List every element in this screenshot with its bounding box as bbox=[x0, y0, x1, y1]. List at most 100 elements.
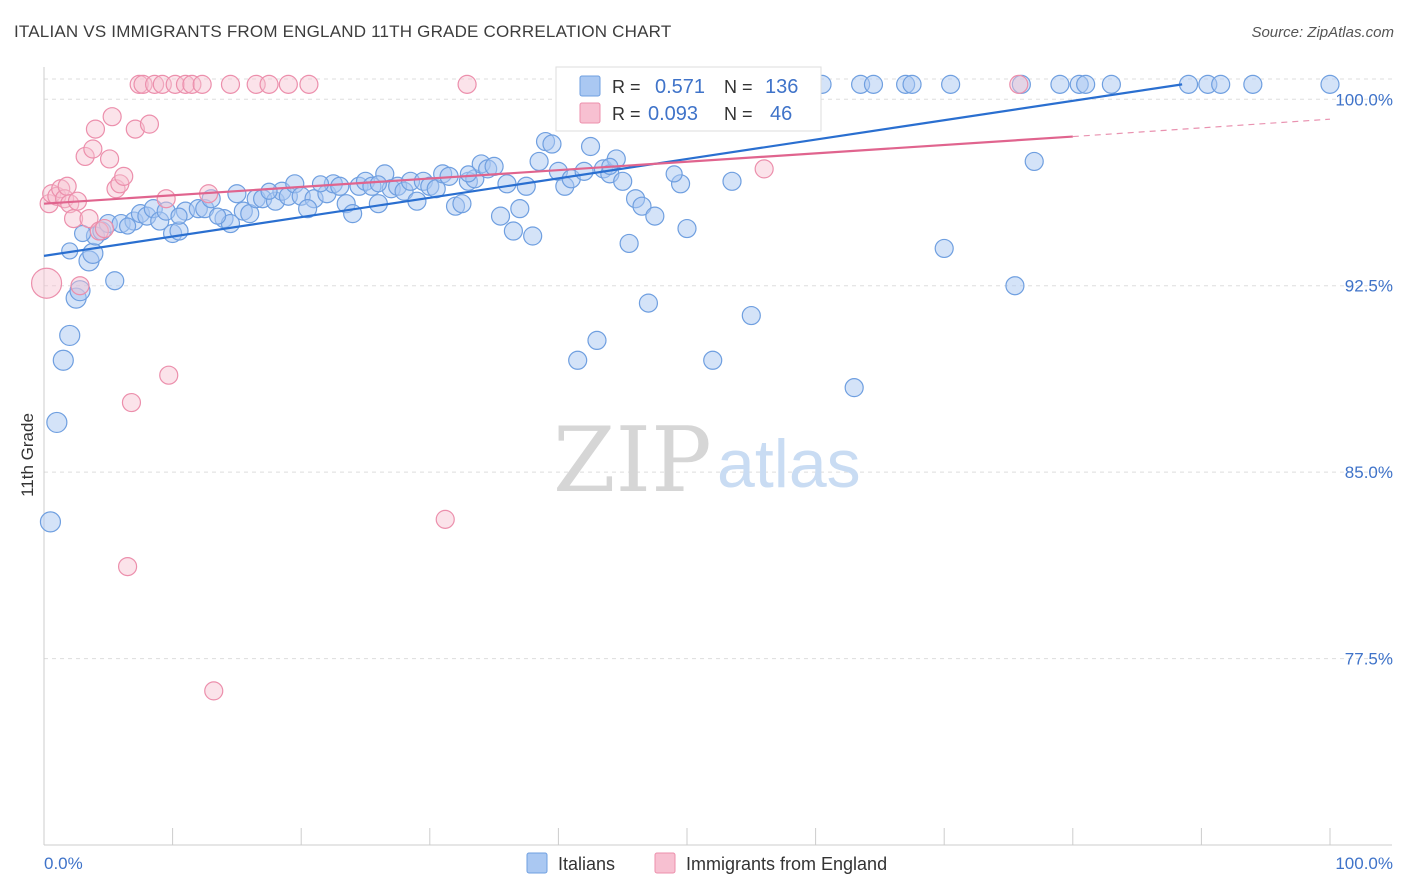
stats-n-label: N = bbox=[724, 77, 753, 97]
y-tick-label: 85.0% bbox=[1345, 463, 1393, 482]
immigrants-england-point bbox=[754, 159, 774, 179]
italians-point bbox=[632, 196, 652, 216]
italians-point bbox=[209, 207, 227, 225]
immigrants-england-point bbox=[114, 166, 134, 186]
immigrants-england-point bbox=[89, 221, 109, 241]
stats-r-value: 0.093 bbox=[648, 103, 698, 125]
italians-point bbox=[311, 175, 330, 193]
italians-point bbox=[59, 324, 81, 347]
immigrants-england-trend-line bbox=[43, 135, 1073, 205]
italians-point bbox=[330, 176, 350, 196]
italians-point bbox=[677, 218, 697, 239]
italians-point bbox=[459, 165, 477, 183]
immigrants-england-point bbox=[99, 149, 120, 169]
watermark: ZIP atlas bbox=[553, 408, 861, 513]
italians-point bbox=[1024, 151, 1044, 172]
italians-point bbox=[490, 206, 511, 226]
italians-point bbox=[46, 411, 68, 434]
stats-swatch-pink bbox=[579, 102, 601, 124]
immigrants-england-point bbox=[220, 74, 241, 94]
italians-point bbox=[201, 189, 221, 209]
watermark-atlas: atlas bbox=[717, 426, 861, 502]
watermark-zip: ZIP bbox=[553, 408, 712, 513]
tick-label-layer: 100.0% 92.5% 85.0% 77.5% 0.0% 100.0% bbox=[44, 90, 1393, 873]
italians-point bbox=[1243, 74, 1263, 94]
stats-n-value: 136 bbox=[765, 76, 798, 98]
legend: Italians Immigrants from England bbox=[526, 852, 887, 874]
italians-point bbox=[638, 293, 659, 313]
italians-point bbox=[619, 233, 639, 254]
x-tick-label: 0.0% bbox=[44, 854, 83, 873]
italians-point bbox=[665, 165, 683, 183]
italians-point bbox=[1320, 74, 1340, 94]
italians-point bbox=[902, 74, 922, 94]
italians-point bbox=[587, 330, 607, 350]
italians-point bbox=[105, 271, 125, 291]
immigrants-england-point bbox=[165, 74, 185, 94]
immigrants-england-point bbox=[192, 74, 212, 94]
immigrants-england-point bbox=[159, 365, 179, 385]
italians-point bbox=[503, 221, 523, 241]
y-tick-label: 77.5% bbox=[1345, 650, 1393, 669]
italians-point bbox=[516, 176, 536, 196]
points-layer bbox=[30, 74, 1340, 701]
grid-layer bbox=[44, 78, 1392, 660]
italians-point bbox=[298, 199, 318, 219]
italians-point bbox=[497, 174, 517, 194]
immigrants-england-point bbox=[102, 107, 122, 127]
italians-point bbox=[52, 349, 74, 371]
italians-point bbox=[934, 238, 954, 259]
italians-point bbox=[170, 207, 188, 225]
stats-swatch-blue bbox=[579, 75, 601, 97]
italians-point bbox=[1005, 276, 1025, 296]
y-tick-label: 100.0% bbox=[1335, 90, 1393, 109]
immigrants-england-point bbox=[156, 189, 176, 209]
chart-title: ITALIAN VS IMMIGRANTS FROM ENGLAND 11TH … bbox=[14, 22, 672, 41]
italians-point bbox=[452, 194, 472, 214]
immigrants-england-point bbox=[259, 74, 279, 94]
legend-label-italians: Italians bbox=[558, 854, 615, 874]
italians-point bbox=[39, 511, 62, 533]
y-axis-label: 11th Grade bbox=[18, 413, 37, 497]
italians-point bbox=[1211, 74, 1231, 94]
italians-point bbox=[510, 199, 530, 219]
chart-source: Source: ZipAtlas.com bbox=[1251, 24, 1394, 41]
legend-label-immigrants-england: Immigrants from England bbox=[686, 854, 887, 874]
stats-r-label: R = bbox=[612, 77, 641, 97]
immigrants-england-point bbox=[83, 139, 103, 159]
italians-point bbox=[529, 151, 549, 172]
italians-point bbox=[227, 184, 247, 204]
stats-n-value: 46 bbox=[770, 103, 792, 125]
italians-point bbox=[863, 74, 884, 94]
italians-trend-line bbox=[43, 83, 1183, 257]
immigrants-england-point bbox=[79, 209, 99, 229]
italians-point bbox=[1076, 74, 1096, 94]
immigrants-england-point bbox=[435, 509, 455, 529]
stats-n-label: N = bbox=[724, 104, 753, 124]
italians-point bbox=[69, 280, 91, 302]
italians-point bbox=[118, 217, 137, 235]
italians-point bbox=[844, 378, 864, 398]
italians-point bbox=[260, 182, 278, 200]
y-tick-label: 92.5% bbox=[1345, 277, 1393, 296]
stats-r-label: R = bbox=[612, 104, 641, 124]
italians-point bbox=[1050, 74, 1070, 94]
immigrants-england-point bbox=[144, 74, 165, 94]
trend-layer bbox=[43, 83, 1331, 257]
italians-point bbox=[523, 226, 543, 246]
italians-point bbox=[613, 171, 633, 191]
italians-point bbox=[574, 161, 594, 181]
immigrants-england-point bbox=[204, 681, 224, 701]
italians-point bbox=[542, 134, 562, 154]
immigrants-england-point bbox=[30, 267, 63, 299]
italians-point bbox=[703, 350, 723, 370]
stats-box: R = 0.571 N = 136 R = 0.093 N = 46 bbox=[555, 66, 822, 132]
immigrants-england-point bbox=[182, 74, 202, 94]
immigrants-england-point bbox=[94, 218, 115, 239]
immigrants-england-trend-extension bbox=[1072, 118, 1331, 138]
immigrants-england-point bbox=[125, 119, 145, 139]
immigrants-england-point bbox=[70, 276, 90, 296]
italians-point bbox=[369, 175, 387, 193]
immigrants-england-point bbox=[85, 119, 106, 139]
